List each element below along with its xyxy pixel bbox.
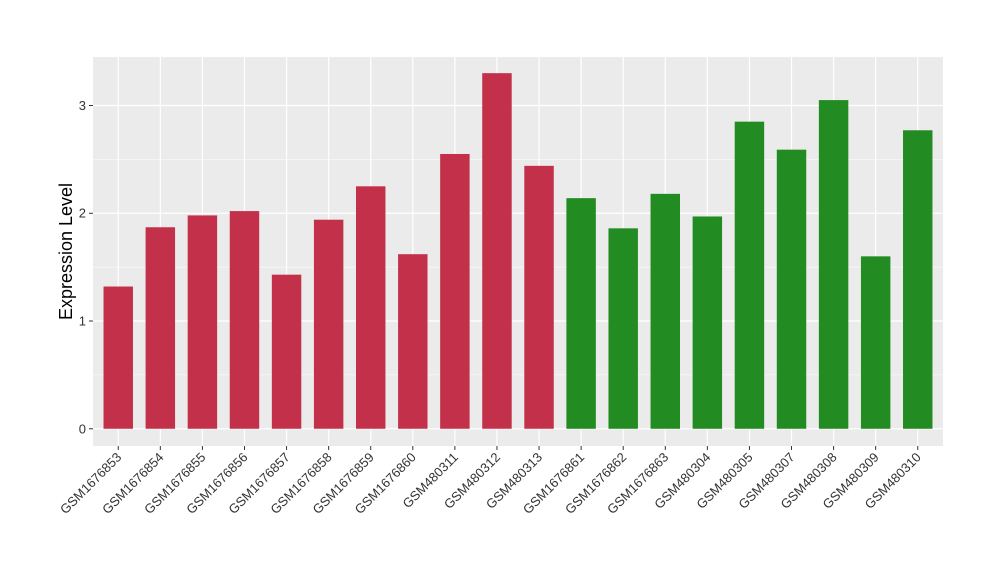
- bar-GSM480308: [818, 100, 849, 429]
- y-tick-label: 3: [79, 98, 86, 113]
- y-axis-title: Expression Level: [56, 183, 76, 320]
- plot-panel: [93, 57, 943, 446]
- bar-GSM480309: [860, 256, 891, 429]
- bar-GSM1676862: [608, 228, 638, 429]
- bar-GSM480310: [903, 130, 933, 429]
- bar-GSM1676857: [271, 274, 302, 429]
- bar-GSM480311: [440, 153, 470, 429]
- bar-GSM1676856: [229, 211, 260, 429]
- bar-GSM480305: [734, 121, 765, 429]
- y-axis: 0 1 2 3: [79, 98, 93, 436]
- bar-GSM480313: [524, 165, 554, 429]
- bar-GSM480304: [692, 216, 723, 429]
- bar-GSM1676860: [398, 254, 428, 429]
- y-tick-label: 1: [79, 314, 86, 329]
- bar-GSM1676863: [650, 193, 681, 429]
- y-tick-label: 0: [79, 421, 86, 436]
- bar-GSM480307: [776, 149, 807, 429]
- bar-GSM1676861: [566, 198, 596, 429]
- bar-GSM1676858: [313, 219, 344, 429]
- bars: [103, 73, 933, 429]
- bar-GSM1676855: [187, 215, 218, 429]
- bar-GSM1676854: [145, 227, 176, 429]
- x-axis: GSM1676853GSM1676854GSM1676855GSM1676856…: [57, 446, 924, 517]
- bar-GSM1676853: [103, 286, 133, 429]
- bar-GSM480312: [482, 73, 512, 429]
- bar-GSM1676859: [355, 186, 386, 429]
- y-tick-label: 2: [79, 206, 86, 221]
